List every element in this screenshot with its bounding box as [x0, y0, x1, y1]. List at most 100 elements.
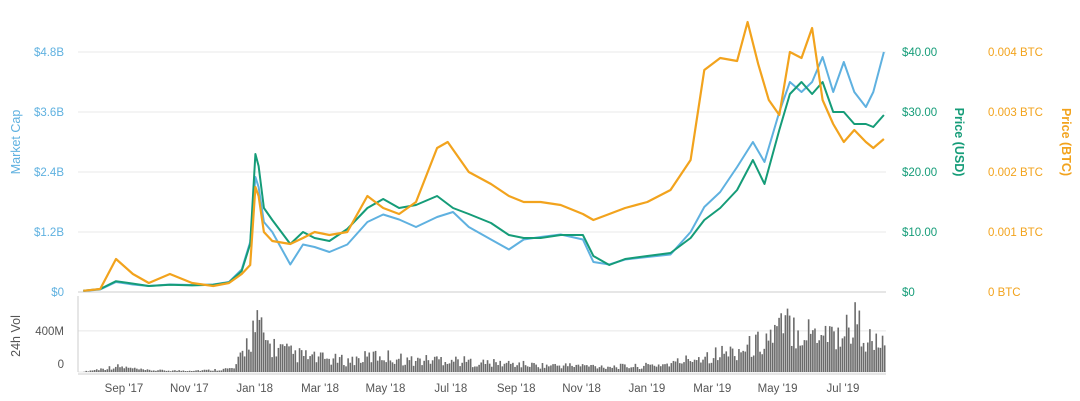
volume-bar: [152, 370, 155, 372]
volume-bar: [736, 360, 738, 372]
volume-bar: [761, 354, 763, 372]
volume-bar: [630, 367, 632, 372]
volume-bar: [693, 359, 696, 372]
volume-bar: [495, 362, 497, 372]
volume-bar: [248, 349, 250, 372]
price-usd-tick-label: $40.00: [902, 47, 937, 59]
volume-bar: [406, 357, 409, 372]
volume-bar: [700, 362, 702, 372]
volume-bar: [461, 362, 464, 372]
volume-bar: [820, 334, 823, 372]
volume-bar: [818, 340, 821, 372]
volume-bar: [419, 358, 421, 372]
volume-bar: [837, 327, 840, 372]
volume-bar: [195, 370, 197, 372]
volume-bar: [738, 349, 740, 372]
x-tick-label: Jan '18: [236, 383, 273, 395]
market-cap-tick-label: $0: [51, 287, 64, 299]
volume-bar: [691, 361, 694, 372]
volume-bar: [184, 371, 187, 372]
volume-bar: [824, 325, 827, 372]
volume-bar: [520, 367, 523, 372]
volume-bar: [127, 367, 130, 372]
volume-bar: [558, 365, 561, 372]
volume-bar: [180, 370, 183, 372]
volume-bar: [780, 313, 782, 372]
volume-bar: [410, 356, 413, 372]
volume-bar: [605, 368, 607, 372]
price-usd-tick-label: $0: [902, 287, 915, 299]
volume-bar: [326, 358, 328, 372]
volume-bar: [653, 365, 656, 372]
volume-bar: [805, 340, 808, 372]
x-tick-label: May '18: [365, 383, 405, 395]
volume-bar: [545, 364, 548, 372]
price-btc-tick-label: 0 BTC: [988, 287, 1021, 299]
volume-bar: [290, 345, 292, 372]
grid: [77, 51, 886, 375]
volume-bar: [412, 365, 415, 372]
volume-bar: [207, 369, 210, 372]
volume-bar: [100, 368, 102, 372]
volume-bar: [199, 370, 202, 372]
volume-bar: [752, 355, 755, 372]
volume-bar: [186, 371, 189, 372]
volume-bar: [393, 363, 396, 372]
volume-bar: [850, 343, 852, 372]
volume-bar: [117, 364, 119, 372]
volume-bar: [220, 370, 223, 372]
volume-bar: [150, 370, 153, 372]
volume-bar: [197, 370, 199, 372]
volume-bar: [104, 370, 107, 372]
volume-bar: [799, 345, 801, 372]
volume-bar: [205, 369, 208, 372]
volume-bar: [182, 370, 185, 372]
volume-bar: [554, 363, 556, 372]
volume-bar: [657, 364, 660, 372]
volume-bar: [689, 361, 692, 372]
volume-bar: [311, 354, 314, 372]
volume-bar: [229, 368, 231, 372]
volume-bar: [634, 363, 637, 372]
volume-bar: [302, 356, 305, 372]
volume-bar: [321, 352, 324, 372]
volume-bar: [522, 360, 525, 372]
volume-bar: [372, 351, 375, 372]
volume-bar: [429, 363, 432, 372]
volume-bar: [746, 344, 749, 372]
volume-bar: [283, 346, 286, 372]
volume-bar: [602, 367, 605, 372]
volume-bar: [133, 367, 136, 372]
volume-bar: [771, 342, 774, 372]
volume-bar: [567, 366, 569, 372]
volume-bar: [731, 348, 734, 372]
volume-bar: [719, 357, 721, 372]
volume-bar: [649, 364, 652, 372]
volume-bar: [91, 370, 94, 372]
volume-bar: [560, 368, 563, 372]
volume-bar: [169, 371, 172, 372]
volume-bar: [465, 361, 468, 372]
volume-bar: [757, 331, 759, 372]
volume-bar: [564, 363, 567, 372]
volume-bar: [138, 369, 140, 372]
volume-bar: [786, 308, 789, 372]
volume-bar: [706, 352, 709, 372]
volume-bar: [140, 368, 142, 372]
volume-bar: [368, 352, 371, 372]
volume-bar: [313, 351, 316, 372]
volume-bar: [845, 314, 848, 372]
volume-bar: [484, 363, 487, 372]
volume-bar: [85, 370, 87, 372]
volume-bar: [592, 364, 594, 372]
volume-bar: [624, 364, 626, 372]
volume-bar: [784, 315, 787, 372]
volume-bar: [239, 352, 242, 372]
volume-bar: [524, 365, 527, 372]
volume-bar: [702, 359, 704, 372]
volume-bar: [286, 343, 288, 372]
volume-bar: [203, 369, 206, 372]
volume-bar: [697, 357, 700, 372]
volume-bar: [423, 360, 425, 372]
volume-bar: [474, 366, 476, 372]
